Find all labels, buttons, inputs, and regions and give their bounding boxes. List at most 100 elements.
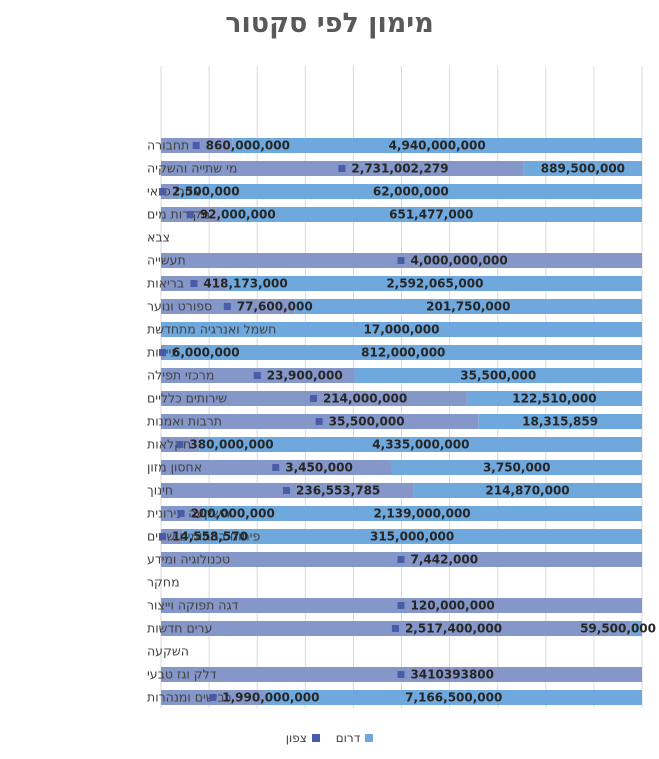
bar-south <box>478 414 642 429</box>
north-marker <box>192 142 200 149</box>
category-label: השקעה <box>147 644 189 659</box>
bar-south <box>199 437 643 452</box>
north-marker <box>159 533 166 540</box>
north-marker <box>338 165 346 172</box>
bar-south <box>220 207 643 222</box>
category-label: טכנולוגיה ומידע <box>147 552 230 567</box>
north-marker <box>283 487 291 494</box>
data-label-south: 2,139,000,000 <box>373 507 470 521</box>
north-marker <box>397 602 405 609</box>
data-label-south: 315,000,000 <box>370 530 454 544</box>
data-label-north: 3410393800 <box>411 668 495 682</box>
bar-north <box>161 529 183 544</box>
data-label-north: 418,173,000 <box>203 277 287 291</box>
data-label-south: 7,166,500,000 <box>405 691 502 705</box>
legend-label-south: דרום <box>335 731 361 745</box>
data-label-south: 3,750,000 <box>483 461 551 475</box>
north-marker <box>223 303 231 310</box>
legend-item-south: דרום <box>336 731 374 745</box>
bar-south <box>630 621 642 636</box>
north-marker <box>309 395 317 402</box>
data-label-north: 2,731,002,279 <box>351 162 448 176</box>
data-label-south: 4,335,000,000 <box>372 438 469 452</box>
data-label-north: 214,000,000 <box>323 392 407 406</box>
bar-south <box>294 299 642 314</box>
data-label-south: 214,870,000 <box>485 484 569 498</box>
labels: תחבורה 860,000,000 4,940,000,000 מי שתייה ו… <box>147 138 656 705</box>
category-label: אחסון מזון <box>147 460 202 475</box>
category-label: חינוך <box>147 483 173 498</box>
data-label-north: 4,000,000,000 <box>411 254 508 268</box>
data-label-south: 4,940,000,000 <box>389 139 486 153</box>
data-label-south: 2,592,065,000 <box>386 277 483 291</box>
legend-item-north: צפון <box>286 731 320 745</box>
north-marker <box>190 280 198 287</box>
category-label: צבא <box>147 230 170 245</box>
category-label: חקלאות <box>147 437 191 452</box>
data-label-south: 17,000,000 <box>364 323 440 337</box>
data-label-north: 6,000,000 <box>172 346 240 360</box>
data-label-south: 62,000,000 <box>373 185 449 199</box>
north-marker <box>272 464 280 471</box>
category-label: מחקר <box>147 575 180 590</box>
north-marker <box>391 625 399 632</box>
data-label-north: 3,450,000 <box>285 461 353 475</box>
bar-south <box>161 322 642 337</box>
data-label-north: 23,900,000 <box>267 369 343 383</box>
data-label-north: 2,500,000 <box>172 185 240 199</box>
bar-south <box>232 138 643 153</box>
data-label-north: 35,500,000 <box>329 415 405 429</box>
data-label-north: 380,000,000 <box>189 438 273 452</box>
category-label: דגה תפוקה וייצור <box>147 598 239 613</box>
bar-south <box>523 161 642 176</box>
chart-title: מימון לפי סקטור <box>225 8 434 39</box>
north-marker <box>209 694 217 701</box>
data-label-south: 122,510,000 <box>512 392 596 406</box>
data-label-north: 14,558,570 <box>172 530 248 544</box>
data-label-north: 77,600,000 <box>237 300 313 314</box>
category-label: השקעה עירונית <box>147 506 230 521</box>
category-label: מי שתייה והשקיה <box>147 161 237 176</box>
data-label-north: 120,000,000 <box>411 599 495 613</box>
north-marker <box>176 441 184 448</box>
bar-south <box>413 483 642 498</box>
category-label: חשמל ואנרגיה מתחדשת <box>147 322 276 337</box>
category-label: תעשייה <box>147 253 186 268</box>
category-label: ספורט ונוער <box>147 299 212 314</box>
bar-south <box>466 391 642 406</box>
bar-south <box>164 345 642 360</box>
bar-south <box>182 529 642 544</box>
data-label-south: 651,477,000 <box>389 208 473 222</box>
north-marker <box>397 257 405 264</box>
data-label-north: 200,000,000 <box>191 507 275 521</box>
category-label: ערים חדשות <box>147 621 212 636</box>
category-label: כבישים ומנהרות <box>147 690 231 705</box>
data-label-north: 2,517,400,000 <box>405 622 502 636</box>
data-label-south: 18,315,859 <box>522 415 598 429</box>
bar-south <box>179 184 642 199</box>
north-marker <box>397 556 405 563</box>
legend-swatch-north <box>311 734 320 742</box>
data-label-south: 889,500,000 <box>541 162 625 176</box>
legend: דרום צפון <box>0 731 659 745</box>
category-label: שירותים כלליים <box>147 391 227 406</box>
data-label-north: 860,000,000 <box>206 139 290 153</box>
category-label: תחבורה <box>147 138 189 153</box>
data-label-south: 35,500,000 <box>460 369 536 383</box>
north-marker <box>315 418 323 425</box>
data-label-north: 236,553,785 <box>296 484 380 498</box>
category-label: דלק וגז טבעי <box>147 667 217 682</box>
category-label: פיתוח בתחומים שונים <box>147 529 260 544</box>
north-marker <box>253 372 261 379</box>
data-label-north: 7,442,000 <box>411 553 479 567</box>
data-label-north: 92,000,000 <box>200 208 276 222</box>
legend-swatch-south <box>365 734 374 742</box>
category-label: מרכזי תפילה <box>147 368 214 383</box>
bar-north <box>161 184 180 199</box>
bar-south <box>354 368 642 383</box>
bar-south <box>391 460 642 475</box>
data-label-south: 812,000,000 <box>361 346 445 360</box>
data-label-south: 201,750,000 <box>426 300 510 314</box>
north-marker <box>397 671 405 678</box>
